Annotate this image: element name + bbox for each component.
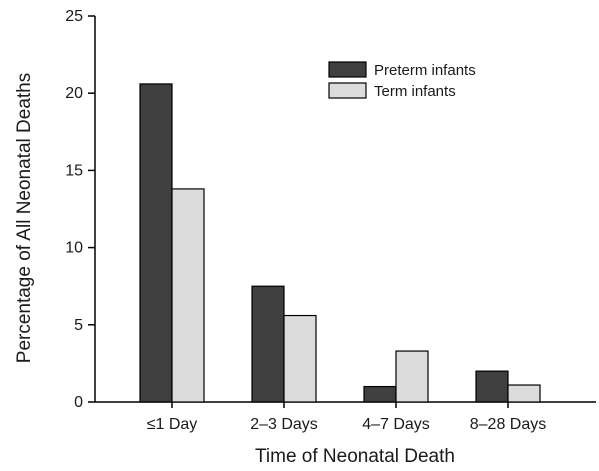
y-tick-label: 15 (65, 162, 83, 179)
legend: Preterm infants Term infants (328, 61, 476, 100)
y-tick-label: 20 (65, 85, 83, 102)
bar-preterm (251, 285, 285, 403)
x-tick-label: 4–7 Days (362, 416, 430, 433)
bar-preterm (475, 370, 509, 403)
y-tick-label: 5 (74, 317, 83, 334)
x-axis-title: Time of Neonatal Death (255, 446, 455, 467)
x-tick-label: ≤1 Day (147, 416, 198, 433)
y-tick-label: 25 (65, 8, 83, 25)
bar-preterm (363, 385, 397, 403)
y-axis-title: Percentage of All Neonatal Deaths (14, 73, 35, 363)
bar-preterm (139, 83, 173, 403)
legend-swatch-term (328, 82, 367, 99)
plot-area: 0 5 10 15 20 25 ≤1 Day 2–3 Days 4–7 Days 8–28 Day… (65, 8, 596, 433)
x-tick-label: 8–28 Days (470, 416, 547, 433)
bar-term (283, 314, 317, 403)
bar-term (395, 350, 429, 403)
legend-label-preterm: Preterm infants (374, 62, 476, 79)
y-tick-label: 10 (65, 240, 83, 257)
bar-term (171, 188, 205, 403)
legend-label-term: Term infants (374, 83, 456, 100)
x-tick-label: 2–3 Days (250, 416, 318, 433)
legend-swatch-preterm (328, 61, 367, 78)
y-tick-label: 0 (74, 394, 83, 411)
bar-term (507, 384, 541, 403)
